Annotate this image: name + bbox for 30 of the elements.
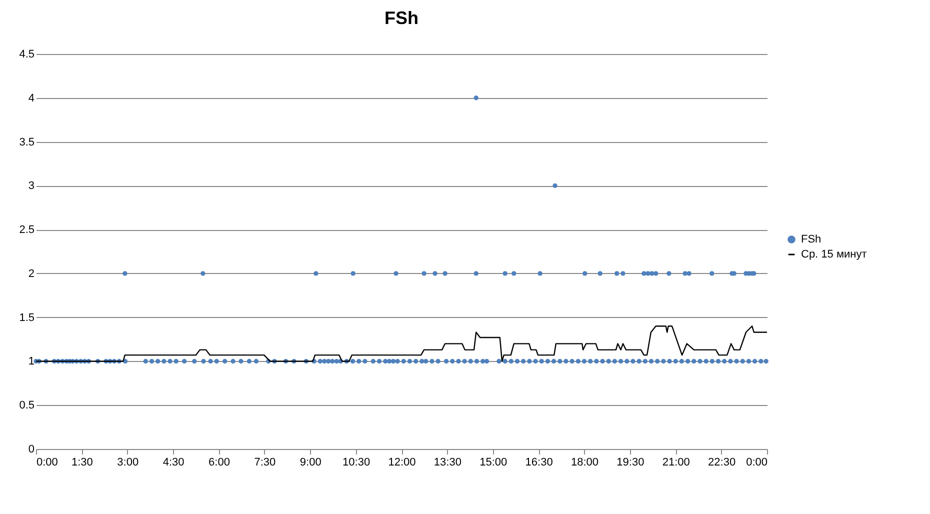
chart-title: FSh (384, 8, 418, 28)
y-tick-label: 4 (28, 92, 34, 104)
y-tick-label: 4.5 (19, 48, 34, 60)
y-tick-label: 0.5 (19, 400, 34, 412)
y-tick-label: 3 (28, 180, 34, 192)
x-tick-label: 0:00 (746, 456, 768, 468)
x-tick-label: 16:30 (525, 456, 553, 468)
x-tick-label: 15:00 (480, 456, 508, 468)
x-tick-label: 9:00 (300, 456, 322, 468)
x-tick-label: 10:30 (342, 456, 370, 468)
x-tick-label: 7:30 (254, 456, 276, 468)
y-tick-label: 0 (28, 444, 34, 456)
x-tick-label: 21:00 (662, 456, 690, 468)
y-tick-label: 1 (28, 356, 34, 368)
legend-label: Ср. 15 минут (801, 248, 867, 260)
legend-label: FSh (801, 234, 822, 246)
x-tick-label: 22:30 (708, 456, 736, 468)
x-tick-label: 3:00 (117, 456, 139, 468)
y-tick-label: 3.5 (19, 136, 34, 148)
x-tick-label: 19:30 (616, 456, 644, 468)
x-tick-label: 0:00 (36, 456, 58, 468)
x-tick-label: 13:30 (434, 456, 462, 468)
x-tick-label: 4:30 (162, 456, 184, 468)
y-tick-label: 1.5 (19, 312, 34, 324)
y-tick-label: 2.5 (19, 224, 34, 236)
x-tick-label: 12:00 (388, 456, 416, 468)
x-tick-label: 6:00 (208, 456, 230, 468)
x-tick-label: 18:00 (570, 456, 599, 468)
y-tick-label: 2 (28, 268, 34, 280)
x-tick-label: 1:30 (71, 456, 93, 468)
